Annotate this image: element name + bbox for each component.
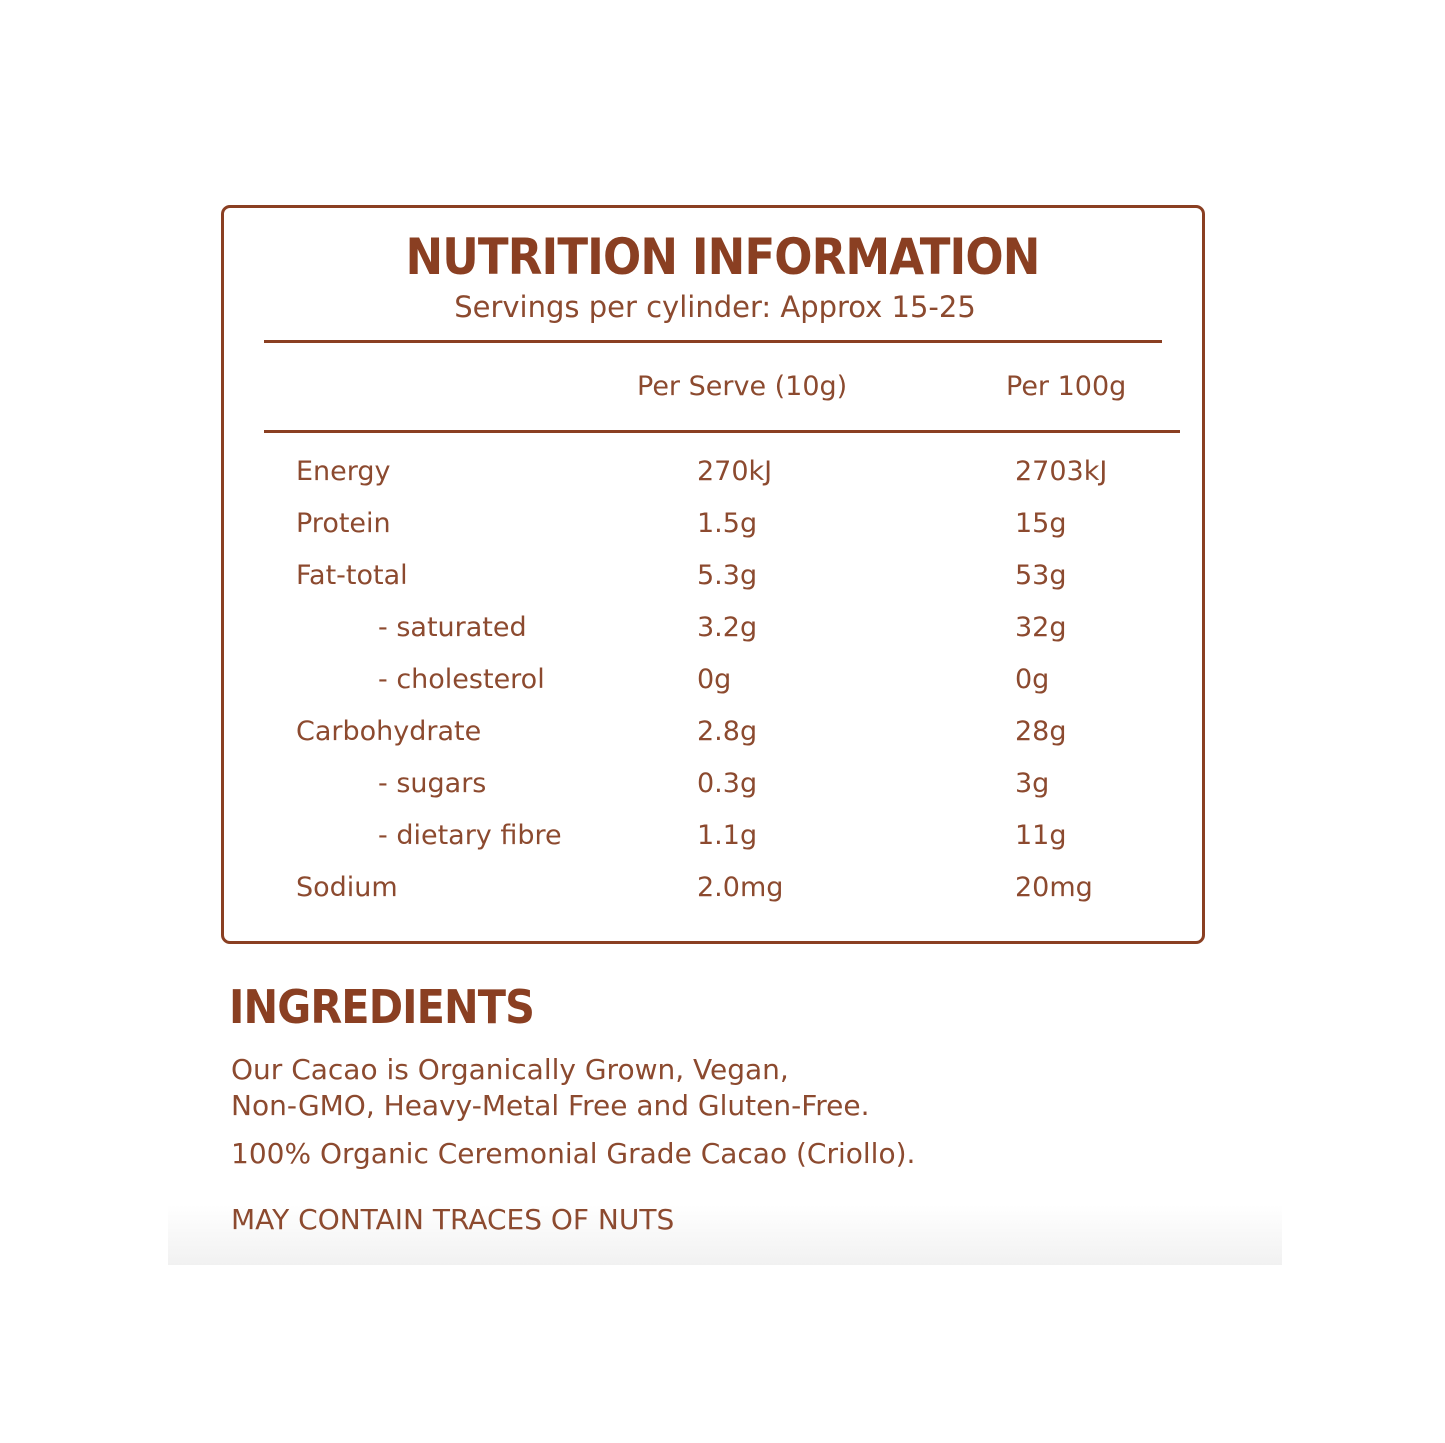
per-100g-value: 53g (1015, 560, 1067, 591)
per-serve-value: 270kJ (697, 456, 773, 487)
row-label: Sodium (296, 872, 398, 903)
row-label: - dietary fibre (378, 820, 562, 851)
divider (264, 340, 1162, 343)
per-serve-value: 0g (697, 664, 732, 695)
per-serve-value: 1.1g (697, 820, 758, 851)
per-serve-value: 2.8g (697, 716, 758, 747)
bottom-shade (168, 1205, 1282, 1265)
column-header-per-serve: Per Serve (10g) (637, 371, 848, 402)
ingredients-line: 100% Organic Ceremonial Grade Cacao (Cri… (231, 1137, 916, 1170)
per-100g-value: 0g (1015, 664, 1050, 695)
per-serve-value: 0.3g (697, 768, 758, 799)
per-serve-value: 3.2g (697, 612, 758, 643)
servings-text: Servings per cylinder: Approx 15-25 (454, 290, 976, 324)
row-label: Fat-total (296, 560, 408, 591)
row-label: - cholesterol (378, 664, 545, 695)
per-serve-value: 2.0mg (697, 872, 784, 903)
ingredients-line: Our Cacao is Organically Grown, Vegan, (231, 1053, 789, 1086)
per-serve-value: 1.5g (697, 508, 758, 539)
divider (264, 430, 1180, 433)
allergen-warning: MAY CONTAIN TRACES OF NUTS (231, 1203, 675, 1236)
column-header-per-100g: Per 100g (1006, 371, 1127, 402)
per-100g-value: 32g (1015, 612, 1067, 643)
per-100g-value: 20mg (1015, 872, 1093, 903)
per-100g-value: 11g (1015, 820, 1067, 851)
row-label: Energy (296, 456, 391, 487)
row-label: - saturated (378, 612, 527, 643)
ingredients-line: Non-GMO, Heavy-Metal Free and Gluten-Fre… (231, 1089, 870, 1122)
nutrition-panel (221, 205, 1205, 944)
row-label: Protein (296, 508, 391, 539)
row-label: - sugars (378, 768, 487, 799)
per-100g-value: 2703kJ (1015, 456, 1108, 487)
row-label: Carbohydrate (296, 716, 482, 747)
nutrition-title: NUTRITION INFORMATION (405, 228, 1041, 286)
per-100g-value: 3g (1015, 768, 1050, 799)
per-100g-value: 15g (1015, 508, 1067, 539)
ingredients-title: INGREDIENTS (229, 980, 535, 1034)
per-100g-value: 28g (1015, 716, 1067, 747)
per-serve-value: 5.3g (697, 560, 758, 591)
